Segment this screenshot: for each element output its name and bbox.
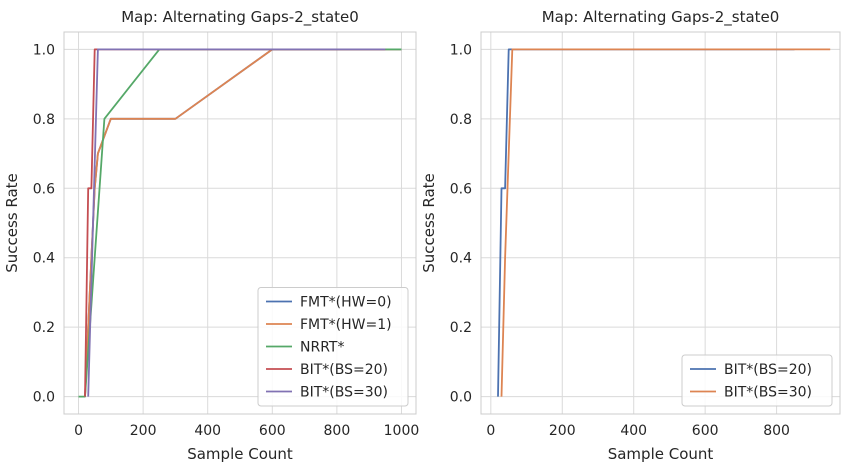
chart-1-legend-label: FMT*(HW=0) (300, 295, 392, 311)
chart-2-y-tick-label: 0.6 (450, 181, 472, 197)
chart-2-x-tick-label: 800 (763, 423, 790, 439)
chart-1-x-tick-label: 400 (194, 423, 221, 439)
chart-2-series-line-bit-bs-30- (500, 48, 831, 397)
chart-1-legend-label: BIT*(BS=20) (300, 362, 388, 378)
chart-1-y-tick-label: 1.0 (33, 42, 55, 58)
chart-1-series-line-bit-bs-30- (87, 48, 386, 397)
chart-1-legend-label: FMT*(HW=1) (300, 317, 392, 333)
chart-2-legend-label: BIT*(BS=30) (724, 385, 812, 401)
chart-1-plot-frame (63, 31, 417, 415)
chart-1-x-tick-label: 200 (130, 423, 157, 439)
chart-1-legend-box (257, 287, 409, 407)
chart-1-title: Map: Alternating Gaps-2_state0 (121, 8, 359, 27)
chart-1-x-tick-label: 0 (74, 423, 83, 439)
chart-2-legend: BIT*(BS=20) BIT*(BS=30) (681, 354, 833, 407)
chart-1-y-axis-label: Success Rate (3, 173, 21, 273)
chart-1-y-tick-label: 0.4 (33, 251, 55, 267)
chart-2-x-tick-label: 400 (620, 423, 647, 439)
chart-2-y-tick-label: 0.4 (450, 251, 472, 267)
chart-2-y-tick-label: 1.0 (450, 42, 472, 58)
chart-2-x-tick-label: 600 (692, 423, 719, 439)
chart-2-legend-box (681, 354, 833, 407)
chart-1-legend: FMT*(HW=0) FMT*(HW=1) NRRT* BIT*(BS=20) BIT*… (257, 287, 409, 407)
chart-1-y-tick-label: 0.8 (33, 112, 55, 128)
chart-2-title: Map: Alternating Gaps-2_state0 (542, 8, 780, 27)
chart-1-x-tick-label: 1000 (384, 423, 420, 439)
chart-2-y-tick-label: 0.0 (450, 390, 472, 406)
chart-2-y-axis-label: Success Rate (420, 173, 438, 273)
chart-1: 0 200 400 600 800 1000 0.0 0.2 0.4 0.6 0.8 1.0 Map: … (3, 8, 419, 463)
chart-1-legend-label: BIT*(BS=30) (300, 385, 388, 401)
chart-1-y-tick-label: 0.6 (33, 181, 55, 197)
chart-1-x-tick-label: 800 (324, 423, 351, 439)
chart-2-x-axis-label: Sample Count (608, 445, 714, 463)
chart-2: 0 200 400 600 800 0.0 0.2 0.4 0.6 0.8 1.0 Map: Alte… (420, 8, 841, 463)
chart-2-legend-label: BIT*(BS=20) (724, 362, 812, 378)
chart-1-series-line-fmt-hw-1- (84, 48, 402, 397)
chart-1-y-tick-label: 0.2 (33, 320, 55, 336)
chart-1-legend-label: NRRT* (300, 340, 344, 356)
chart-2-x-tick-label: 200 (549, 423, 576, 439)
chart-1-y-tick-label: 0.0 (33, 390, 55, 406)
chart-1-x-tick-label: 600 (259, 423, 286, 439)
chart-2-y-tick-label: 0.8 (450, 112, 472, 128)
chart-2-y-tick-label: 0.2 (450, 320, 472, 336)
chart-1-x-axis-label: Sample Count (187, 445, 293, 463)
chart-2-x-tick-label: 0 (486, 423, 495, 439)
chart-2-series-line-bit-bs-20- (497, 48, 795, 397)
chart-2-plot-frame (480, 31, 841, 415)
